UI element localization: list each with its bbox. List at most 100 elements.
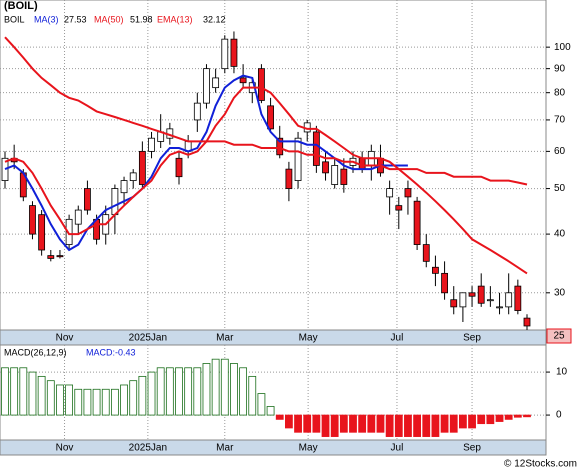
legend-value: 27.53 (64, 14, 87, 24)
ma-line (4, 86, 528, 275)
macd-bar (495, 414, 504, 422)
macd-bar (156, 367, 165, 416)
macd-bar (404, 414, 412, 437)
macd-bar (230, 363, 238, 416)
candle-body (505, 292, 513, 308)
x-tick-label: Nov (56, 333, 74, 344)
candle-body (38, 214, 46, 251)
candle-body (312, 131, 320, 166)
macd-bar (358, 414, 367, 433)
candle-body (486, 299, 494, 302)
macd-bar (431, 414, 440, 437)
macd-bar (248, 375, 257, 416)
y-tick-label: 40 (554, 229, 566, 240)
chart-title: (BOIL) (4, 0, 38, 12)
macd-bar (477, 414, 486, 425)
x-axis-band (0, 439, 547, 456)
macd-bar (376, 414, 385, 433)
candle-body (193, 102, 201, 121)
candle-body (175, 157, 183, 178)
candle-body (294, 137, 302, 181)
macd-bar (513, 414, 522, 418)
candle-body (322, 161, 329, 174)
candle-body (395, 205, 403, 211)
y-tick-label: 30 (554, 287, 566, 298)
macd-bar (110, 388, 119, 416)
macd-bar (523, 414, 531, 418)
macd-bar (440, 414, 449, 433)
macd-bar (486, 414, 495, 425)
legend-symbol: BOIL (4, 14, 25, 24)
candle-body (129, 172, 137, 181)
last-price-box (546, 328, 572, 344)
candle-body (84, 188, 91, 211)
candle-body (432, 266, 439, 274)
macd-bar (138, 375, 147, 416)
candle-body (276, 137, 284, 156)
macd-bar (46, 380, 55, 416)
candle-body (514, 285, 522, 311)
macd-bar (284, 414, 293, 429)
macd-bar (28, 371, 37, 416)
ma-line (4, 36, 528, 186)
x-tick-label: Mar (216, 333, 234, 344)
candle-body (422, 244, 430, 262)
macd-bar (211, 358, 220, 416)
x-tick-label: Jul (391, 333, 404, 344)
legend-label: MA(3) (34, 14, 59, 24)
macd-bar (10, 367, 19, 416)
macd-bar (458, 414, 467, 429)
macd-bar (266, 406, 275, 416)
macd-bar (19, 367, 28, 416)
candle-body (340, 168, 348, 185)
macd-bar (449, 414, 458, 433)
candle-body (212, 77, 220, 89)
macd-bar (330, 414, 339, 437)
macd-value: MACD:-0.43 (86, 347, 136, 357)
macd-bar (101, 388, 110, 416)
macd-title: MACD(26,12,9) (4, 347, 67, 357)
candle-body (331, 165, 339, 185)
x-tick-label: Mar (216, 443, 234, 454)
macd-bar (349, 414, 357, 433)
candle-body (441, 272, 448, 294)
macd-bar (129, 380, 138, 416)
candle-body (203, 68, 210, 104)
candle-body (523, 317, 531, 327)
x-tick-label: Sep (463, 333, 481, 344)
candle-body (267, 105, 274, 130)
macd-bar (504, 414, 513, 420)
candle-body (477, 285, 485, 304)
candle-body (404, 188, 412, 198)
macd-bar (257, 393, 266, 416)
macd-bar (468, 414, 476, 429)
macd-bar (385, 414, 394, 437)
x-tick-label: Jul (391, 443, 404, 454)
macd-bar (312, 414, 321, 433)
macd-bar (294, 414, 302, 433)
last-price-label: 25 (553, 331, 565, 342)
candle-body (459, 292, 467, 308)
macd-bar (65, 384, 74, 416)
candle-body (221, 38, 229, 70)
candle-body (413, 200, 421, 245)
candle-body (230, 38, 238, 67)
candle-body (1, 157, 9, 181)
price-panel (0, 0, 547, 331)
candle-body (74, 209, 82, 225)
y-tick-label: 90 (554, 63, 566, 74)
x-tick-label: May (299, 333, 318, 344)
macd-bar (147, 371, 156, 416)
macd-bar (394, 414, 403, 437)
macd-bar (175, 367, 183, 416)
y-tick-label: 70 (554, 115, 566, 126)
macd-bar (193, 367, 202, 416)
candle-body (138, 150, 146, 185)
macd-bar (220, 358, 229, 416)
candle-body (239, 77, 247, 84)
candle-body (496, 306, 503, 309)
y2-tick-label: 10 (556, 367, 568, 378)
candle-body (29, 205, 36, 235)
candle-body (111, 188, 119, 216)
legend-value: 32.12 (203, 14, 226, 24)
